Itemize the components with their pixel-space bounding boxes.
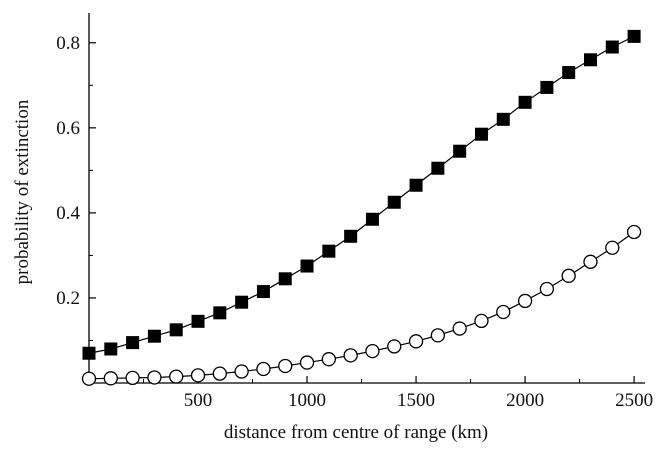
data-point-square [213, 306, 227, 320]
x-axis-label: distance from centre of range (km) [224, 422, 488, 443]
data-point-square [518, 95, 532, 109]
data-point-square [431, 161, 445, 175]
y-tick-label: 0.6 [56, 118, 80, 139]
data-point-square [627, 29, 641, 43]
data-point-circle [103, 371, 118, 386]
data-point-circle [387, 339, 402, 354]
series-line [88, 231, 635, 380]
data-point-circle [517, 293, 533, 309]
data-point-square [322, 244, 336, 258]
y-tick-label: 0.2 [56, 288, 80, 309]
data-point-square [496, 112, 510, 126]
data-point-circle [256, 361, 271, 377]
data-point-square [278, 272, 292, 286]
data-point-square [300, 259, 314, 273]
data-point-circle [626, 224, 642, 240]
data-point-square [474, 127, 488, 141]
y-tick-label: 0.8 [56, 33, 80, 54]
data-point-circle [321, 352, 336, 367]
data-point-square [562, 66, 576, 80]
series-layer [81, 29, 642, 386]
data-point-square [583, 53, 597, 67]
y-axis-label: probability of extinction [12, 99, 33, 284]
data-point-circle [539, 281, 555, 297]
axes-group: 500 1000 1500 2000 2500 0.2 0.4 0.6 0.8 [56, 13, 653, 411]
data-point-circle [125, 370, 140, 386]
x-tick-label: 2500 [615, 390, 653, 411]
data-point-square [169, 323, 183, 337]
data-point-circle [452, 321, 467, 336]
data-point-square [147, 329, 161, 343]
data-point-circle [343, 348, 358, 363]
x-tick-label: 1500 [397, 390, 435, 411]
data-point-circle [190, 368, 206, 383]
data-point-square [540, 80, 554, 94]
x-tick-label: 1000 [288, 390, 326, 411]
data-point-square [235, 295, 249, 309]
data-point-circle [212, 366, 227, 381]
series-open-circle [81, 224, 642, 386]
series-filled-square [82, 29, 641, 360]
data-point-square [191, 314, 205, 328]
x-tick-label: 2000 [506, 390, 544, 411]
data-point-square [344, 229, 358, 243]
data-point-square [256, 285, 270, 299]
y-ticks: 0.2 0.4 0.6 0.8 [56, 33, 96, 341]
data-point-circle [408, 334, 424, 349]
data-point-circle [365, 343, 380, 359]
data-point-circle [605, 240, 620, 255]
data-point-circle [474, 313, 489, 329]
x-tick-label: 500 [184, 390, 213, 411]
data-point-square [453, 144, 467, 158]
data-point-square [104, 342, 118, 356]
data-point-circle [583, 254, 598, 269]
data-point-square [387, 195, 401, 209]
data-point-circle [169, 369, 184, 384]
x-ticks: 500 1000 1500 2000 2500 [143, 376, 653, 411]
data-point-square [409, 178, 423, 192]
data-point-circle [299, 355, 315, 370]
data-point-circle [147, 370, 162, 385]
data-point-circle [234, 364, 249, 379]
data-point-square [605, 40, 619, 54]
data-point-circle [561, 268, 576, 283]
data-point-square [126, 336, 140, 350]
data-point-circle [81, 371, 97, 386]
y-tick-label: 0.4 [56, 203, 80, 224]
data-point-square [82, 346, 96, 360]
data-point-circle [430, 328, 446, 343]
data-point-square [365, 212, 379, 226]
data-point-circle [496, 304, 511, 320]
data-point-circle [278, 358, 293, 374]
